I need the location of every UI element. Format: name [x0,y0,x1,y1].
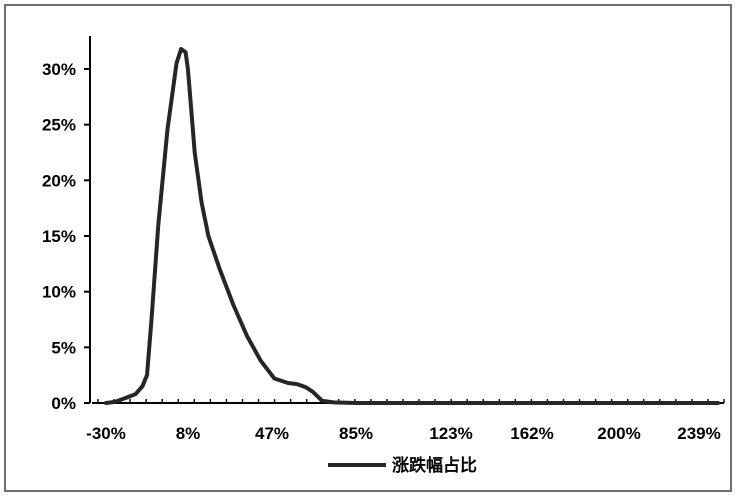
x-tick-label: 8% [176,424,201,443]
x-tick-label: 239% [677,424,720,443]
y-tick-label: 25% [42,116,76,135]
series-layer [104,47,720,405]
y-axis: 0% 5% 10% 15% 20% 25% 30% [42,36,91,413]
x-tick-label: -30% [86,424,126,443]
series-line [104,47,720,405]
y-tick-label: 0% [51,394,76,413]
line-chart: 0% 5% 10% 15% 20% 25% 30% -30% 8% 47% 85% 123% 162%… [42,36,725,475]
y-tick-label: 10% [42,283,76,302]
x-axis: -30% 8% 47% 85% 123% 162% 200% 239% [86,399,725,443]
x-tick-label: 200% [597,424,640,443]
x-tick-label: 162% [510,424,553,443]
legend: 涨跌幅占比 [328,455,477,475]
legend-label: 涨跌幅占比 [392,455,477,475]
y-tick-label: 20% [42,171,76,190]
x-tick-label: 123% [429,424,472,443]
y-tick-label: 15% [42,227,76,246]
y-tick-label: 30% [42,60,76,79]
x-tick-label: 47% [255,424,289,443]
x-tick-label: 85% [339,424,373,443]
y-tick-label: 5% [51,338,76,357]
chart-frame: 0% 5% 10% 15% 20% 25% 30% -30% 8% 47% 85% 123% 162%… [4,4,732,492]
